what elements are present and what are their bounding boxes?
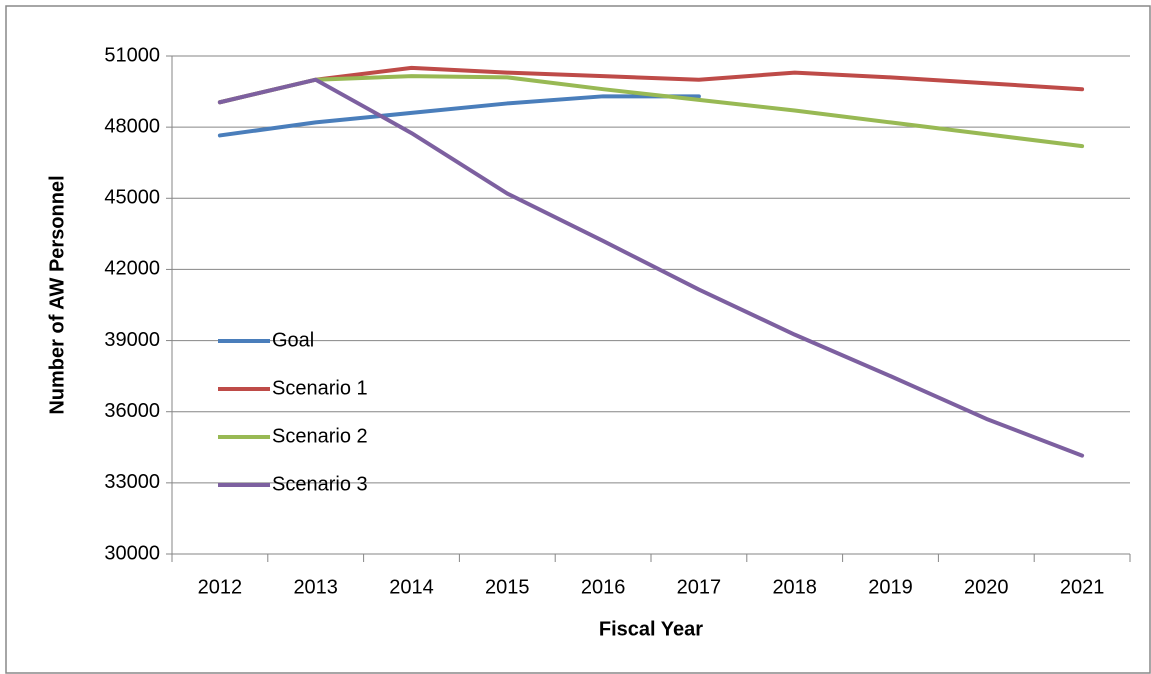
chart-frame — [5, 5, 1151, 674]
x-tick-label: 2017 — [677, 576, 722, 598]
series-line — [217, 77, 1085, 458]
series-line — [217, 94, 701, 138]
x-tick-label: 2021 — [1060, 576, 1105, 598]
y-tick-label: 30000 — [104, 542, 160, 564]
y-tick-label: 45000 — [104, 187, 160, 209]
legend-label: Scenario 1 — [272, 377, 368, 399]
series-line — [217, 74, 1085, 149]
x-tick-label: 2020 — [964, 576, 1009, 598]
y-tick-label: 42000 — [104, 258, 160, 280]
y-axis-title: Number of AW Personnel — [46, 175, 68, 414]
y-tick-label: 51000 — [104, 44, 160, 66]
x-tick-label: 2012 — [198, 576, 243, 598]
y-tick-label: 48000 — [104, 115, 160, 137]
legend-label: Scenario 3 — [272, 473, 368, 495]
y-tick-label: 36000 — [104, 400, 160, 422]
legend-label: Goal — [272, 329, 314, 351]
x-tick-label: 2014 — [389, 576, 434, 598]
x-tick-label: 2013 — [293, 576, 338, 598]
x-tick-label: 2016 — [581, 576, 626, 598]
y-tick-label: 33000 — [104, 471, 160, 493]
x-tick-label: 2019 — [868, 576, 913, 598]
series-line — [217, 65, 1085, 105]
y-tick-label: 39000 — [104, 329, 160, 351]
x-axis-title: Fiscal Year — [599, 618, 703, 640]
x-tick-label: 2015 — [485, 576, 530, 598]
x-tick-label: 2018 — [772, 576, 817, 598]
legend-label: Scenario 2 — [272, 425, 368, 447]
